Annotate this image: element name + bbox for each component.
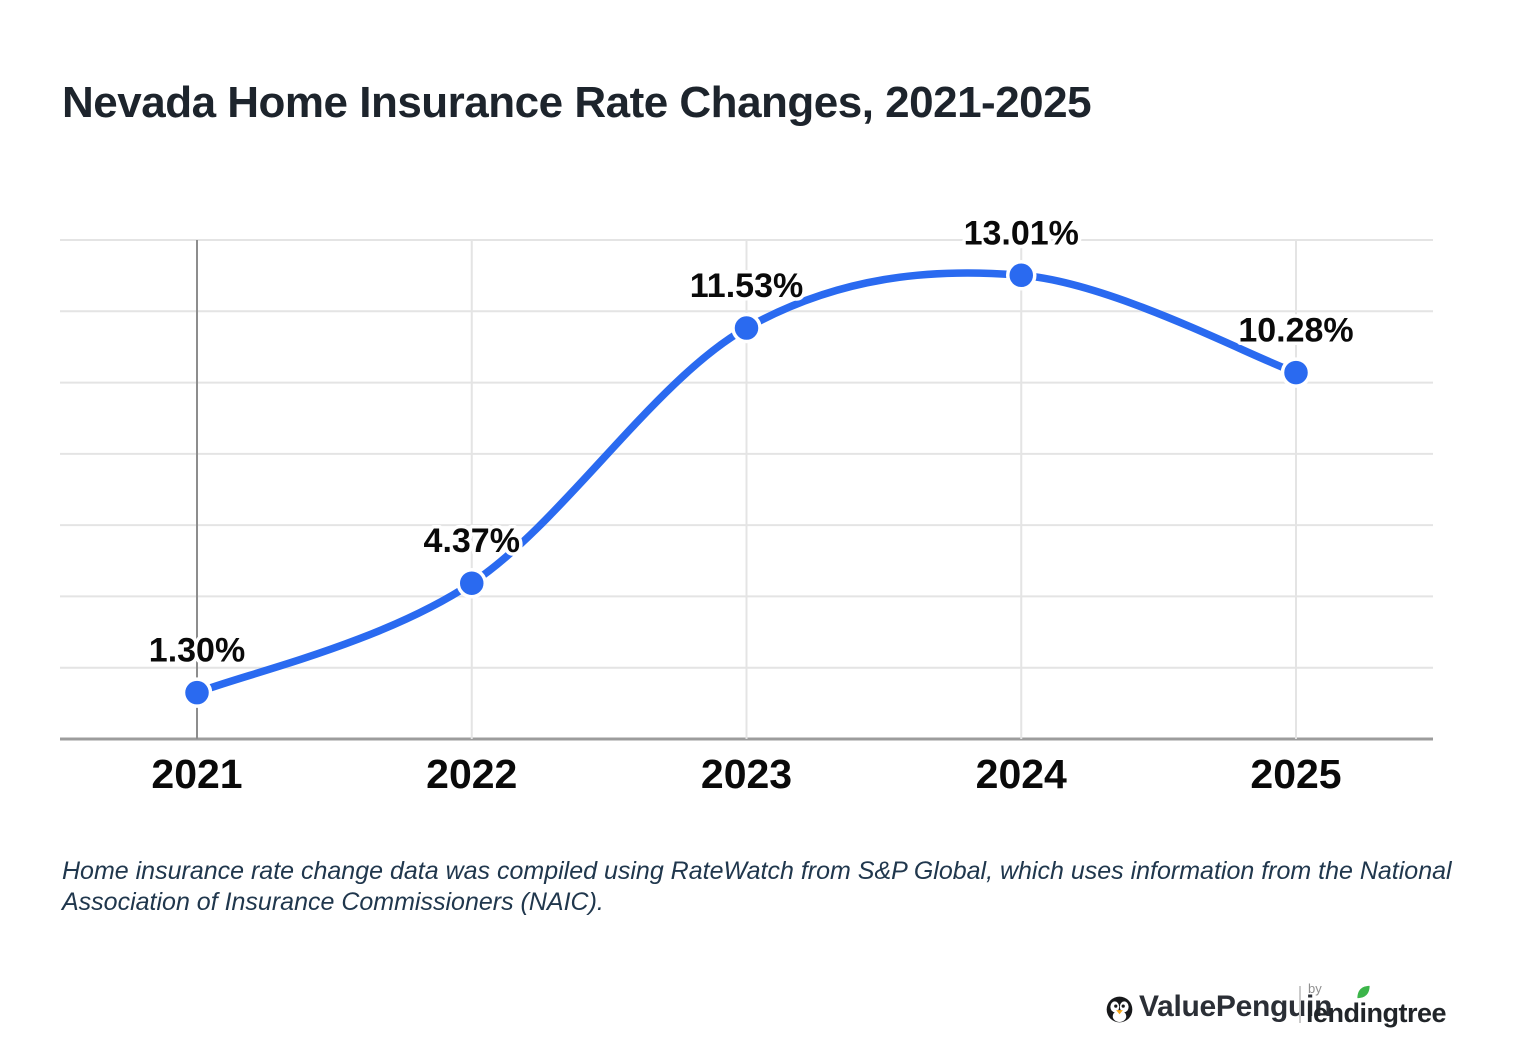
source-footnote: Home insurance rate change data was comp… (62, 857, 1452, 916)
x-axis-label: 2025 (1250, 751, 1341, 797)
data-point-label: 10.28% (1238, 312, 1353, 350)
leaf-icon (1356, 985, 1370, 999)
data-point-label: 13.01% (964, 214, 1079, 252)
data-point-label: 1.30% (149, 632, 245, 670)
logo-divider (1299, 986, 1301, 1023)
penguin-icon (1106, 996, 1133, 1023)
data-point-label: 11.53% (690, 267, 803, 305)
chart-title: Nevada Home Insurance Rate Changes, 2021… (62, 78, 1092, 127)
by-label: by (1308, 981, 1322, 996)
x-axis-label: 2023 (701, 751, 792, 797)
data-point-dot (456, 567, 487, 599)
data-point-dot (731, 312, 762, 344)
data-point-dot (181, 677, 213, 708)
x-axis-label: 2021 (151, 751, 242, 797)
data-point-label: 4.37% (424, 522, 520, 560)
data-point-dot (1006, 260, 1037, 291)
data-point-dot (1280, 357, 1312, 388)
x-axis-label: 2024 (976, 751, 1067, 797)
lendingtree-wordmark: lend ingtree (1306, 985, 1447, 1029)
x-axis-label: 2022 (426, 751, 517, 797)
valuepenguin-wordmark: ValuePenguin (1139, 990, 1333, 1023)
brand-logos: ValuePenguin by lend ingtree (1100, 980, 1447, 1034)
